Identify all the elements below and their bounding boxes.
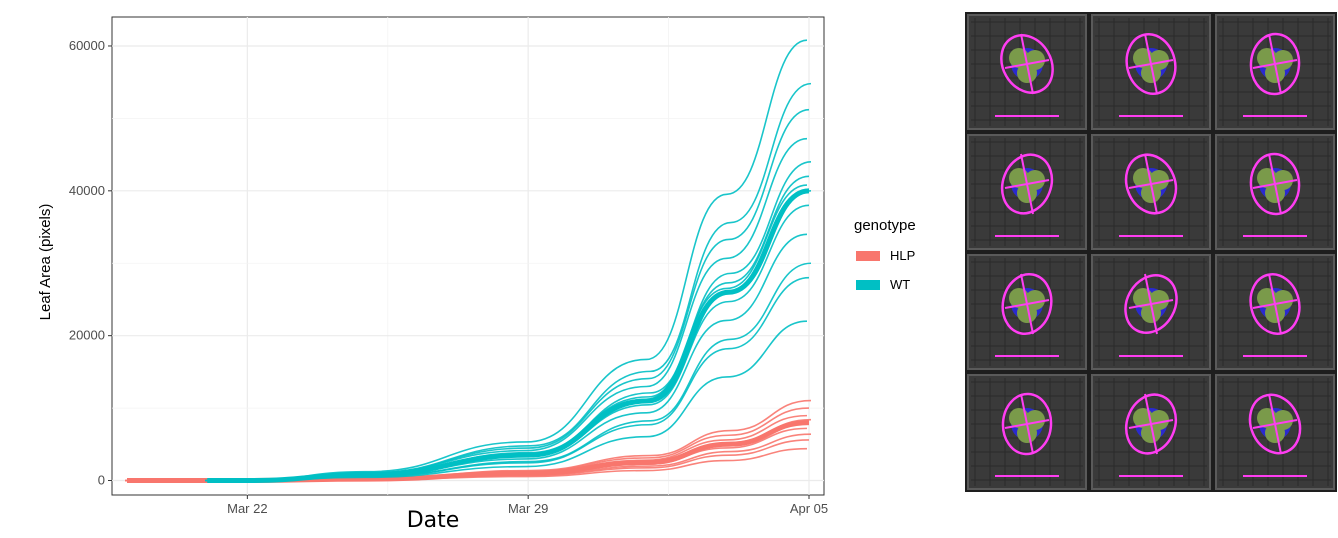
pot — [1091, 14, 1211, 130]
pot — [1091, 134, 1211, 250]
pot — [967, 374, 1087, 490]
x-ticks: Mar 22 Mar 29 Apr 05 — [227, 495, 828, 516]
leaf-area-chart: 0 20000 40000 60000 Mar 22 Mar 29 Apr 05 Leaf… — [37, 16, 916, 533]
y-tick-label: 20000 — [69, 328, 105, 343]
y-tick-label: 0 — [98, 473, 105, 488]
pot — [967, 14, 1087, 130]
y-tick-label: 60000 — [69, 38, 105, 53]
series-mean-WT — [207, 188, 810, 484]
pot — [967, 254, 1087, 370]
legend-key-WT — [856, 280, 880, 290]
pot — [967, 134, 1087, 250]
legend-label-WT: WT — [890, 277, 910, 292]
pot — [1215, 254, 1335, 370]
plant-tray-photo — [965, 12, 1337, 492]
legend-key-HLP — [856, 251, 880, 261]
x-tick-label: Apr 05 — [790, 501, 828, 516]
pot — [1215, 374, 1335, 490]
pot — [1215, 14, 1335, 130]
x-tick-label: Mar 29 — [508, 501, 548, 516]
legend-label-HLP: HLP — [890, 248, 915, 263]
legend-title: genotype — [854, 217, 916, 234]
panel-background — [111, 16, 825, 496]
pot — [1091, 254, 1211, 370]
series-WT — [205, 39, 812, 484]
x-tick-label: Mar 22 — [227, 501, 267, 516]
x-axis-title: Date — [407, 508, 460, 533]
pot — [1091, 374, 1211, 490]
y-ticks: 0 20000 40000 60000 — [69, 38, 112, 488]
legend: genotype HLP WT — [854, 217, 916, 292]
y-tick-label: 40000 — [69, 183, 105, 198]
series-layer — [125, 39, 812, 484]
pot — [1215, 134, 1335, 250]
y-axis-title: Leaf Area (pixels) — [37, 204, 54, 321]
